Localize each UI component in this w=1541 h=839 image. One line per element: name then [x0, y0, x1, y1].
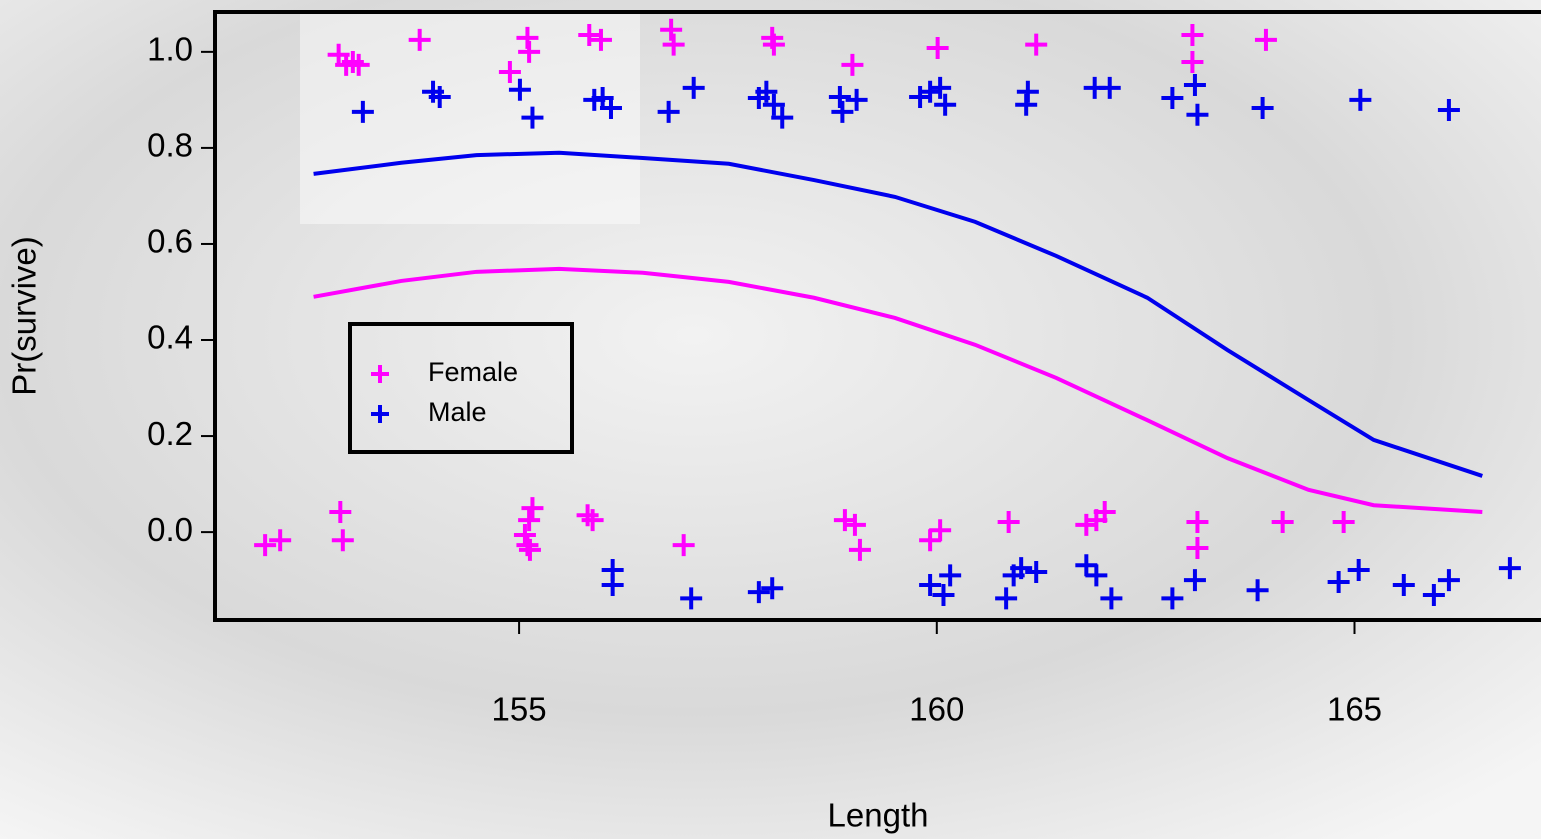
background — [0, 0, 1541, 839]
y-tick-label: 1.0 — [147, 31, 193, 68]
y-axis-title: Pr(survive) — [6, 236, 43, 396]
page: {"chart_data": { "type": "scatter", "x_l… — [0, 0, 1541, 839]
x-tick-label: 165 — [1327, 691, 1382, 728]
x-axis-title: Length — [828, 797, 929, 834]
y-tick-label: 0.2 — [147, 415, 193, 452]
x-tick-label: 155 — [492, 691, 547, 728]
y-tick-label: 0.8 — [147, 127, 193, 164]
x-tick-label: 160 — [909, 691, 964, 728]
legend-label: Male — [428, 397, 487, 427]
y-tick-label: 0.0 — [147, 511, 193, 548]
y-tick-label: 0.4 — [147, 319, 193, 356]
chart: Length Pr(survive) 155 160 165 0.0 0.2 0.4 0.6… — [0, 0, 1541, 839]
legend-label: Female — [428, 357, 518, 387]
y-tick-label: 0.6 — [147, 223, 193, 260]
